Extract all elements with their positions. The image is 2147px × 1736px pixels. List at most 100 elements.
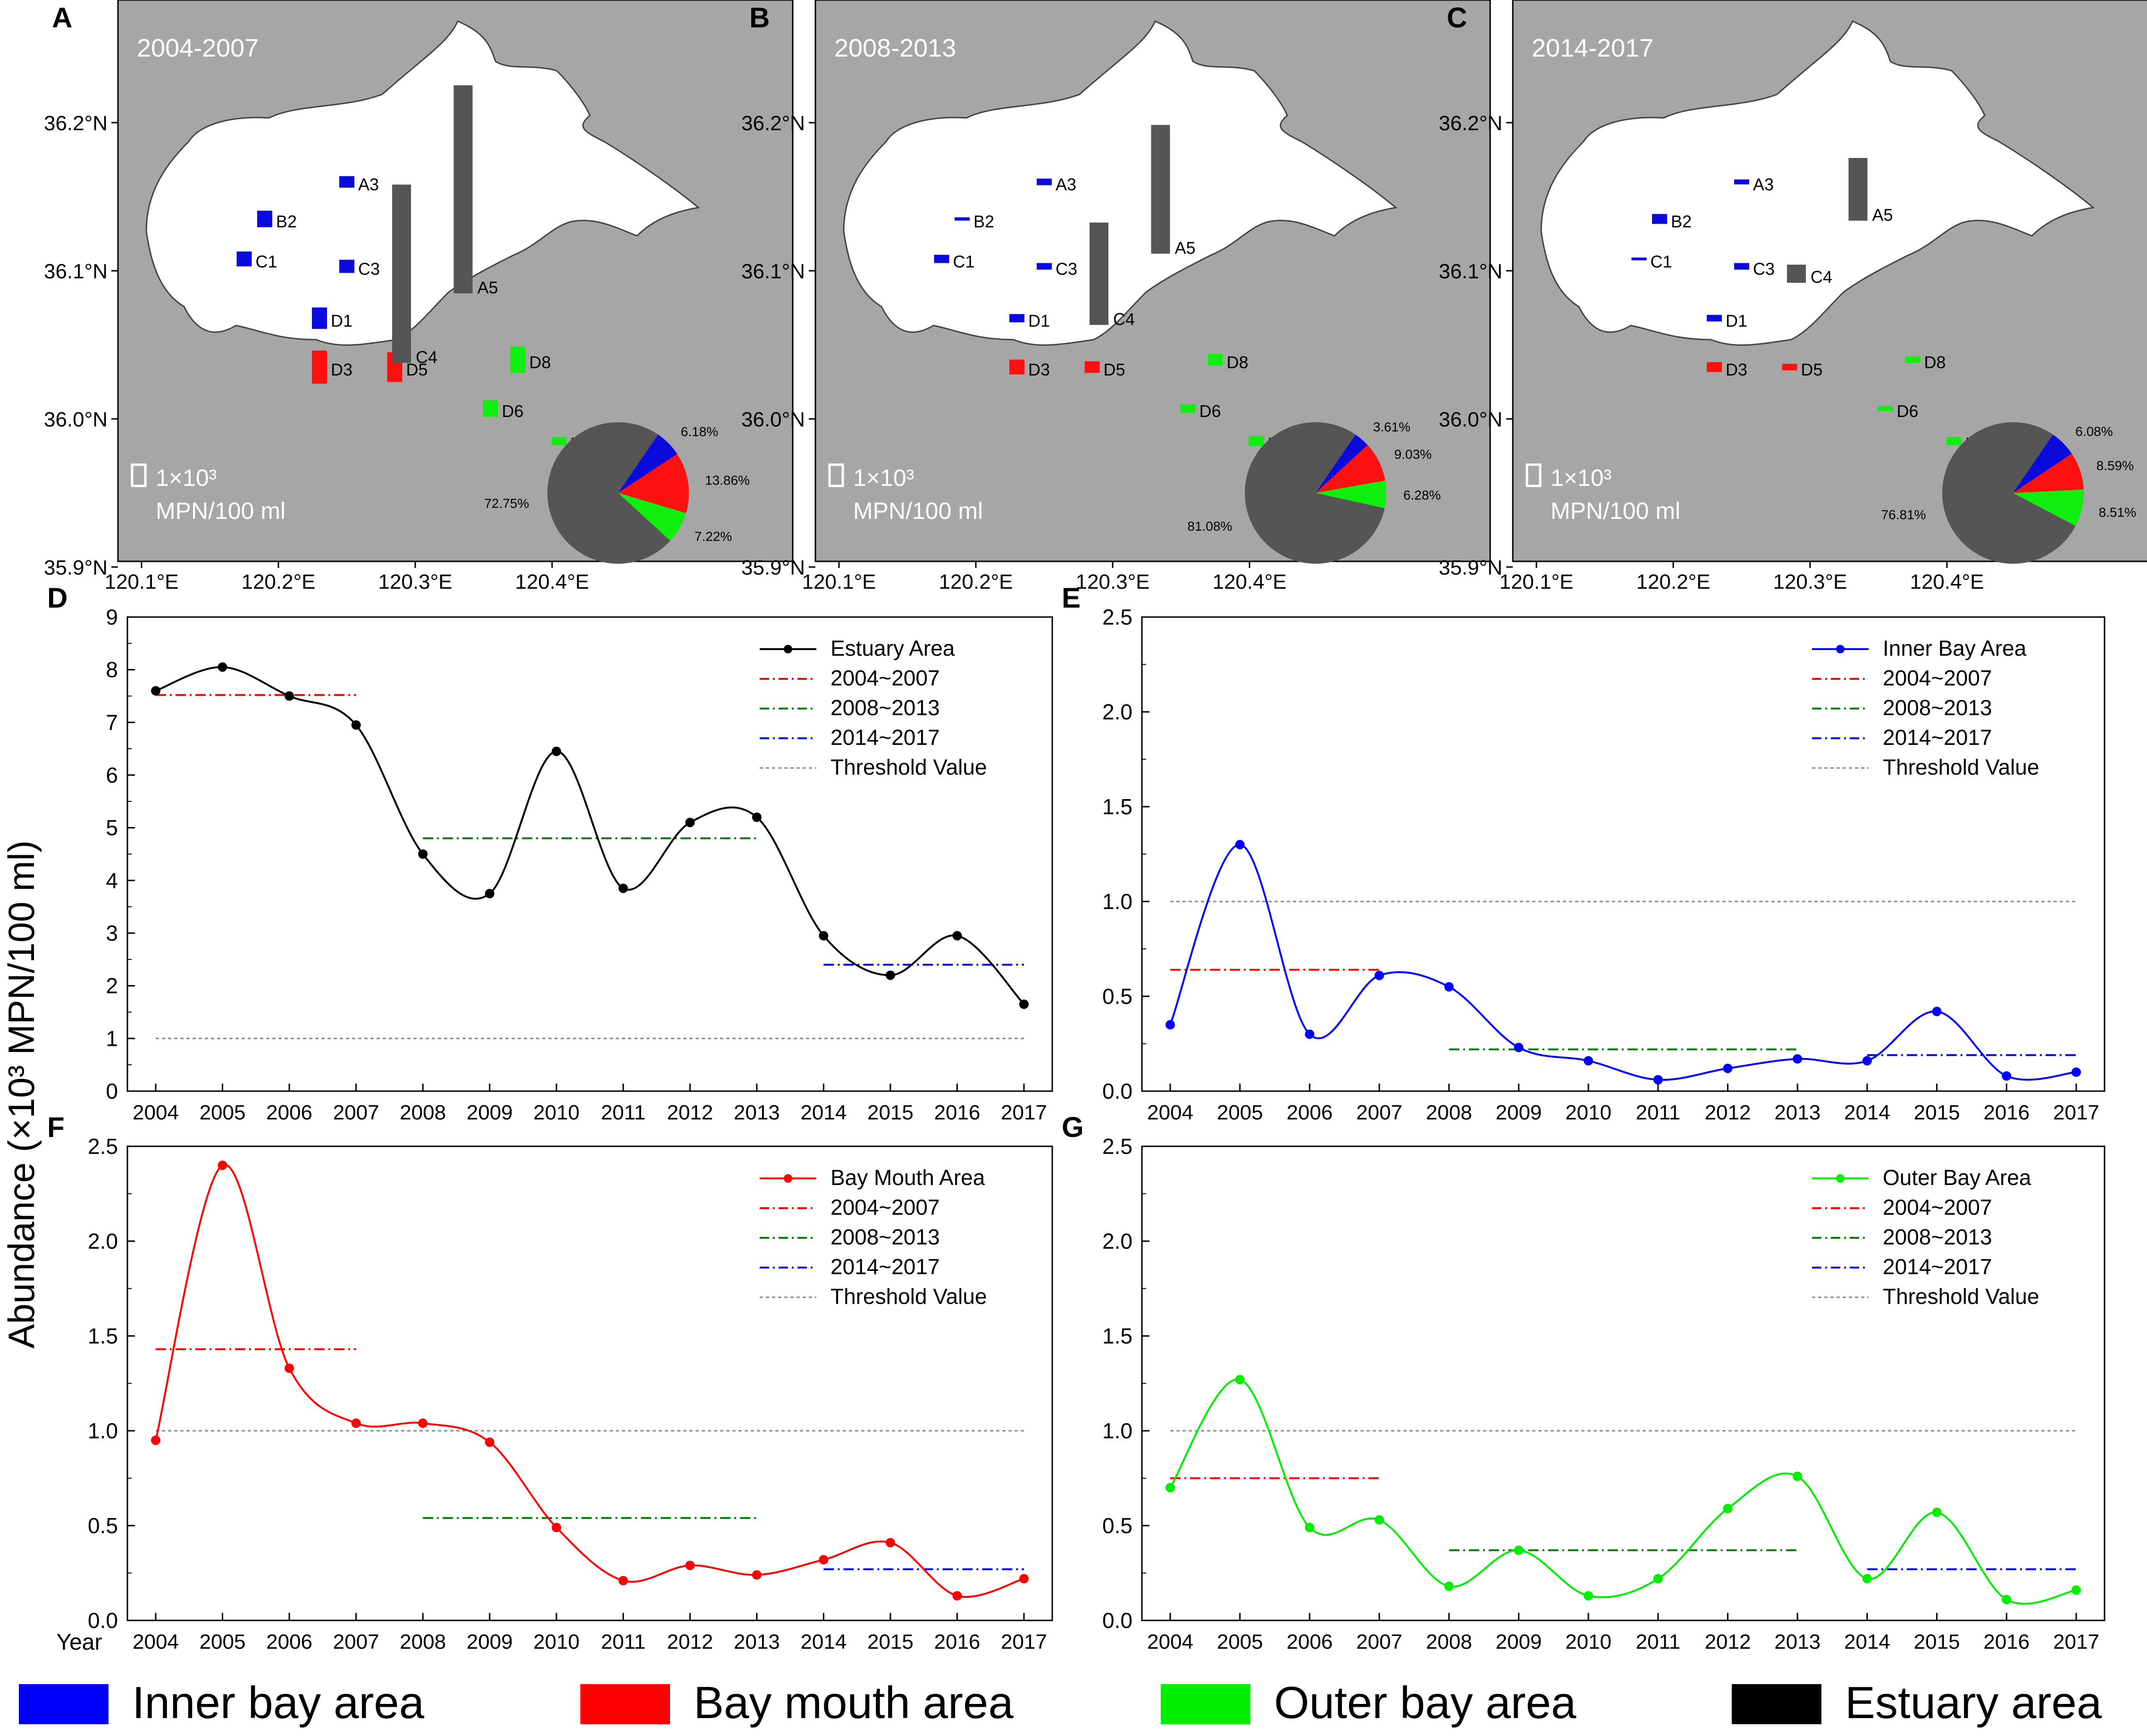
series-line xyxy=(155,666,1025,1005)
station-bar-b2 xyxy=(1652,214,1667,224)
station-bar-c3 xyxy=(1734,263,1749,270)
station-label: A3 xyxy=(1753,175,1774,194)
y-tick-label: 9 xyxy=(106,605,118,629)
lat-label: 36.1°N xyxy=(1439,260,1502,283)
pie-label: 9.03% xyxy=(1394,447,1432,461)
station-bar-c1 xyxy=(934,255,949,263)
data-point xyxy=(1932,1507,1942,1517)
x-tick-label: 2016 xyxy=(1983,1630,2030,1653)
station-bar-a3 xyxy=(1734,179,1749,184)
legend-period-label: 2008~2013 xyxy=(830,695,940,720)
pie-label: 6.18% xyxy=(681,425,718,439)
y-tick-label: 2.5 xyxy=(1102,1134,1132,1159)
lon-label: 120.1°E xyxy=(1499,570,1573,593)
scale-label: 1×10³ xyxy=(1551,465,1611,491)
data-point xyxy=(952,1591,962,1601)
x-tick-label: 2015 xyxy=(1914,1630,1960,1653)
station-label: A3 xyxy=(358,175,379,194)
x-tick-label: 2007 xyxy=(1356,1101,1402,1124)
pie-label: 72.75% xyxy=(484,496,529,511)
data-point xyxy=(1793,1471,1803,1481)
scale-unit-label: MPN/100 ml xyxy=(156,498,285,524)
data-point xyxy=(1653,1075,1663,1085)
legend-period-label: 2008~2013 xyxy=(1883,695,1992,720)
station-label: A5 xyxy=(1872,205,1893,225)
bottom-legend-item: Inner bay area xyxy=(19,1678,425,1728)
x-tick-label: 2014 xyxy=(1844,1101,1890,1124)
station-label: B2 xyxy=(276,212,297,231)
data-point xyxy=(618,884,628,893)
x-tick-label: 2006 xyxy=(266,1101,312,1124)
legend-swatch xyxy=(19,1684,109,1724)
x-tick-label: 2016 xyxy=(934,1630,981,1653)
x-tick-label: 2007 xyxy=(1356,1630,1402,1653)
data-point xyxy=(1584,1056,1593,1066)
data-point xyxy=(1375,970,1384,980)
station-label: C4 xyxy=(416,347,437,367)
station-bar-d3 xyxy=(312,351,327,384)
station-label: D6 xyxy=(502,401,524,421)
data-point xyxy=(151,1436,160,1445)
station-label: C1 xyxy=(953,252,975,271)
bottom-legend-item: Estuary area xyxy=(1732,1678,2102,1728)
data-point xyxy=(418,1418,428,1428)
pie-slice-estuary xyxy=(1942,422,2076,564)
pie-slice-mouth xyxy=(618,454,689,513)
station-label: C4 xyxy=(1811,267,1832,287)
x-tick-label: 2011 xyxy=(1636,1630,1681,1653)
chart-legend: Estuary Area 2004~2007 2008~2013 2014~2017 T… xyxy=(760,636,987,779)
station-bar-a5 xyxy=(1151,125,1170,254)
station-label: D6 xyxy=(1199,401,1221,421)
legend-period-label: 2014~2017 xyxy=(830,1254,940,1279)
station-bar-d7 xyxy=(1249,436,1264,446)
map-panel-a: A 2004-2007 36.2°N 36.1°N 36.0°N 35.9°N120.1°… xyxy=(44,0,794,593)
x-tick-label: 2014 xyxy=(800,1630,847,1653)
legend-swatch xyxy=(1732,1684,1821,1724)
pie-slice-outer xyxy=(1316,480,1386,509)
station-bar-d7 xyxy=(551,437,567,445)
station-label: B2 xyxy=(973,212,994,231)
x-tick-label: 2013 xyxy=(1774,1630,1820,1653)
data-point xyxy=(1235,840,1245,850)
x-tick-label: 2015 xyxy=(867,1101,914,1124)
x-tick-label: 2005 xyxy=(1217,1101,1263,1124)
y-tick-label: 2.0 xyxy=(1102,1229,1132,1253)
data-point xyxy=(1235,1375,1245,1385)
station-label: D1 xyxy=(331,311,352,330)
lat-label: 35.9°N xyxy=(1439,556,1502,579)
x-tick-label: 2006 xyxy=(266,1630,312,1653)
y-tick-label: 0.5 xyxy=(1102,1513,1132,1538)
scale-unit-label: MPN/100 ml xyxy=(853,498,983,524)
station-label: D8 xyxy=(529,352,551,372)
lat-label: 35.9°N xyxy=(44,556,108,579)
data-point xyxy=(351,720,361,730)
station-label: D8 xyxy=(1924,352,1946,372)
x-tick-label: 2016 xyxy=(934,1101,981,1124)
lat-label: 36.1°N xyxy=(44,260,108,283)
legend-label: Estuary area xyxy=(1845,1678,2102,1728)
station-label: D8 xyxy=(1227,352,1249,372)
data-point xyxy=(1375,1515,1384,1525)
legend-period-label: 2004~2007 xyxy=(830,1195,940,1219)
station-bar-c4 xyxy=(1090,222,1108,325)
y-tick-label: 0.0 xyxy=(1102,1608,1132,1633)
x-tick-label: 2005 xyxy=(200,1630,246,1653)
station-bar-d3 xyxy=(1707,362,1722,372)
x-tick-label: 2009 xyxy=(1496,1630,1542,1653)
data-point xyxy=(1166,1483,1175,1493)
x-tick-label: 2017 xyxy=(2053,1101,2099,1124)
series-line xyxy=(1169,843,2077,1081)
lat-label: 36.0°N xyxy=(44,408,108,431)
station-label: D3 xyxy=(1028,360,1050,379)
x-tick-label: 2012 xyxy=(1705,1101,1751,1124)
data-point xyxy=(552,746,562,756)
lon-label: 120.2°E xyxy=(939,570,1013,593)
data-point xyxy=(1932,1007,1942,1017)
pie-label: 7.22% xyxy=(695,529,732,544)
bottom-legend-item: Outer bay area xyxy=(1161,1678,1577,1728)
station-bar-d5 xyxy=(1084,361,1100,373)
data-point xyxy=(2072,1585,2081,1595)
station-label: D1 xyxy=(1028,311,1050,330)
station-label: C1 xyxy=(1651,252,1672,271)
y-tick-label: 4 xyxy=(106,868,118,893)
